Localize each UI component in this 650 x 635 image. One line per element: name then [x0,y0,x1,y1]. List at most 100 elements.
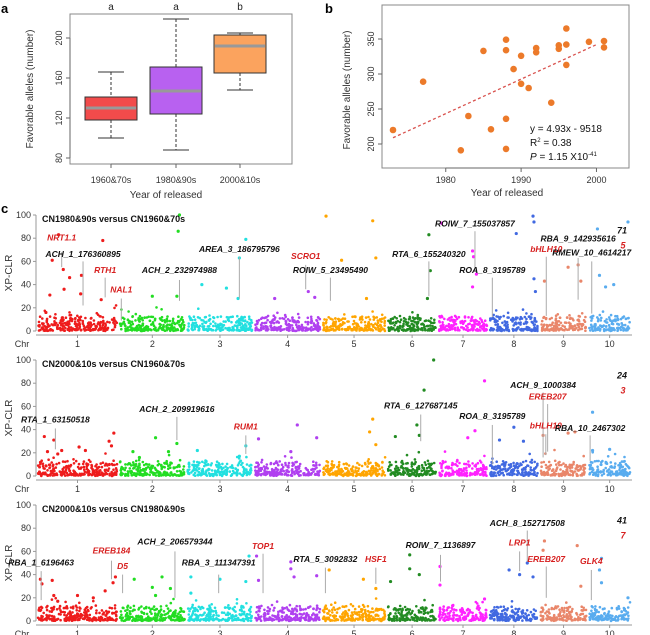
snp-point [124,466,127,470]
snp-point [73,615,76,619]
panel-title: CN1980&90s versus CN1960&70s [42,214,185,224]
snp-point [461,326,464,329]
snp-point [509,465,512,468]
snp-point [317,616,321,619]
snp-point [394,460,398,464]
snp-point [142,612,146,616]
gene-label: RUM1 [234,422,258,432]
snp-point [322,610,326,614]
snp-point [88,619,91,622]
snp-point [80,614,83,618]
snp-point [309,329,313,332]
scatter-point [600,44,608,51]
snp-point [628,472,631,476]
snp-point [373,470,377,474]
snp-point [326,469,329,472]
snp-point [51,323,55,327]
snp-point [96,474,99,477]
snp-point [245,463,249,466]
snp-point [590,319,593,322]
peak-point [393,434,397,439]
snp-point [292,470,295,474]
snp-point [162,473,165,477]
snp-point [213,469,217,473]
gene-label: NAL1 [110,285,132,295]
peak-point [61,267,65,272]
snp-point [272,618,276,621]
snp-point [480,320,484,324]
snp-point [276,311,279,315]
snp-point [306,322,310,326]
snp-point [46,473,50,477]
snp-point [496,323,500,326]
snp-point [82,460,86,463]
snp-point [152,605,156,608]
snp-point [75,609,78,612]
snp-point [42,611,45,615]
snp-point [351,315,354,319]
snp-point [80,472,84,476]
snp-point [119,324,123,328]
peak-point [244,237,248,241]
snp-point [529,460,532,464]
snp-point [83,470,87,474]
snp-point [126,608,129,611]
snp-point [289,612,293,615]
snp-point [338,469,341,473]
snp-point [203,464,206,468]
snp-point [131,315,134,318]
snp-point [304,326,308,330]
snp-point [409,329,413,333]
snp-point [227,326,231,330]
snp-point [606,455,610,458]
snp-point [198,327,201,331]
snp-point [539,469,543,473]
snp-point [358,463,361,467]
snp-point [163,461,166,465]
snp-point [540,319,544,323]
snp-point [276,468,280,472]
snp-point [346,326,350,329]
snp-point [325,460,329,463]
snp-point [283,455,287,458]
peak-point [77,445,81,449]
snp-point [296,312,300,316]
snp-point [414,474,418,478]
snp-point [255,605,259,609]
snp-point [561,472,565,476]
x-axis-title: Year of released [130,190,202,201]
peak-point [371,417,375,421]
snp-point [255,470,259,473]
snp-point [458,461,461,465]
snp-point [369,471,372,474]
snp-point [312,464,315,467]
snp-point [354,328,357,332]
snp-point [53,316,56,320]
snp-point [160,463,163,467]
snp-point [194,613,198,617]
snp-point [165,462,169,466]
snp-point [467,316,470,319]
snp-point [479,326,482,329]
x-tick-label: 10 [605,339,615,349]
snp-point [82,465,86,469]
snp-point [410,616,414,619]
snp-point [128,467,132,470]
snp-point [460,468,463,472]
snp-point [302,612,306,615]
snp-point [608,318,611,321]
snp-point [566,316,569,319]
snp-point [162,323,165,327]
snp-point [265,463,269,466]
snp-point [238,329,242,333]
snp-point [397,328,400,331]
snp-point [340,327,344,331]
snp-point [351,613,355,616]
snp-point [46,322,50,326]
snp-point [582,318,586,322]
snp-point [227,607,231,610]
snp-point [378,617,381,621]
snp-point [315,318,318,322]
snp-point [245,455,248,459]
snp-point [36,616,40,620]
